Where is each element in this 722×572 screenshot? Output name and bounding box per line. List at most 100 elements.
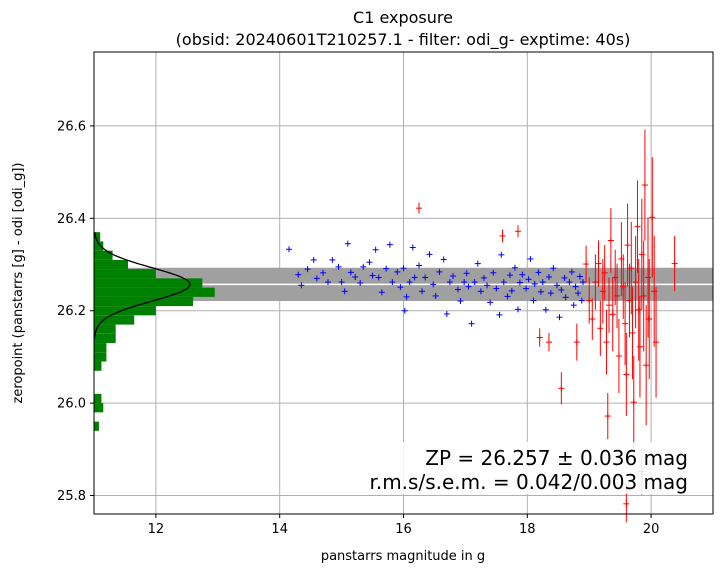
- data-point: [347, 269, 354, 276]
- data-point: [498, 251, 505, 258]
- gaussian-curve: [93, 232, 191, 339]
- data-point: [609, 277, 616, 352]
- data-point: [335, 263, 342, 270]
- data-point: [461, 279, 468, 286]
- data-point: [604, 392, 611, 440]
- data-point: [531, 280, 538, 287]
- data-point: [580, 279, 587, 286]
- data-point: [457, 298, 464, 305]
- data-point: [515, 306, 522, 313]
- data-point: [406, 279, 413, 286]
- data-point: [295, 271, 302, 278]
- data-point: [389, 279, 396, 286]
- x-tick-label: 18: [519, 522, 536, 537]
- histogram-bar: [94, 259, 129, 270]
- data-point: [536, 328, 543, 347]
- data-point: [614, 263, 621, 329]
- data-point: [375, 274, 382, 281]
- histogram-bar: [94, 421, 99, 431]
- data-point: [535, 269, 542, 276]
- data-point: [400, 265, 407, 272]
- data-point: [592, 254, 599, 310]
- data-point: [378, 289, 385, 296]
- data-point: [440, 256, 447, 263]
- data-point: [519, 271, 526, 278]
- histogram-bar: [94, 241, 104, 251]
- x-tick-label: 12: [148, 522, 165, 537]
- data-point: [643, 305, 650, 426]
- data-point: [401, 307, 408, 314]
- data-point: [622, 282, 629, 366]
- data-points: [285, 129, 678, 523]
- data-point: [527, 255, 534, 262]
- data-point: [578, 297, 585, 304]
- data-point: [490, 269, 497, 276]
- data-point: [630, 355, 637, 449]
- data-point: [493, 285, 500, 292]
- data-point: [636, 295, 643, 398]
- data-point: [344, 240, 351, 247]
- data-point: [383, 265, 390, 272]
- data-point: [415, 202, 422, 214]
- data-point: [463, 270, 470, 277]
- x-tick-label: 16: [395, 522, 412, 537]
- histogram-bar: [94, 333, 116, 344]
- data-point: [409, 244, 416, 251]
- data-point: [566, 279, 573, 286]
- y-tick-label: 26.4: [57, 212, 86, 227]
- data-point: [450, 273, 457, 280]
- data-point: [511, 264, 518, 271]
- data-point: [397, 284, 404, 291]
- data-point: [640, 240, 647, 352]
- axis-ticks: 12 14 16 18 20 25.8 26.0 26.2 26.4 26.6: [57, 119, 659, 537]
- histogram-bar: [94, 324, 116, 334]
- data-point: [474, 260, 481, 267]
- data-point: [632, 235, 639, 329]
- data-point: [646, 258, 653, 380]
- data-point: [629, 286, 636, 380]
- data-point: [537, 288, 544, 295]
- data-point: [499, 229, 506, 243]
- data-point: [506, 272, 513, 279]
- data-point: [597, 300, 604, 356]
- zeropoint-band: [94, 267, 713, 302]
- data-point: [480, 274, 487, 281]
- data-point: [603, 309, 610, 375]
- data-point: [500, 279, 507, 286]
- data-point: [422, 274, 429, 281]
- data-point: [516, 279, 523, 286]
- data-point: [572, 283, 579, 290]
- data-point: [304, 266, 311, 273]
- data-point: [477, 288, 484, 295]
- x-axis-label: panstarrs magnitude in g: [321, 549, 485, 564]
- data-point: [285, 246, 292, 253]
- data-point: [338, 279, 345, 286]
- histogram-bar: [94, 250, 113, 260]
- data-point: [487, 299, 494, 306]
- data-point: [556, 314, 563, 321]
- y-tick-label: 26.6: [57, 119, 86, 134]
- data-point: [341, 288, 348, 295]
- data-point: [641, 129, 648, 241]
- data-point: [575, 290, 582, 297]
- data-point: [615, 319, 622, 393]
- gaussian-fit: [93, 232, 191, 339]
- data-point: [573, 323, 580, 361]
- data-point: [471, 279, 478, 286]
- data-point: [504, 293, 511, 300]
- data-point: [558, 372, 565, 405]
- data-point: [443, 310, 450, 317]
- data-point: [352, 273, 359, 280]
- data-point: [671, 235, 678, 292]
- data-point: [415, 262, 422, 269]
- data-point: [446, 279, 453, 286]
- histogram-bar: [94, 352, 107, 362]
- data-point: [539, 279, 546, 286]
- data-point: [454, 286, 461, 293]
- data-point: [601, 245, 608, 301]
- data-point: [558, 286, 565, 293]
- x-tick-label: 20: [643, 522, 660, 537]
- histogram-bar: [94, 232, 101, 242]
- data-point: [515, 225, 522, 238]
- y-axis-label: zeropoint (panstarrs [g] - odi [odi_g]): [11, 163, 26, 404]
